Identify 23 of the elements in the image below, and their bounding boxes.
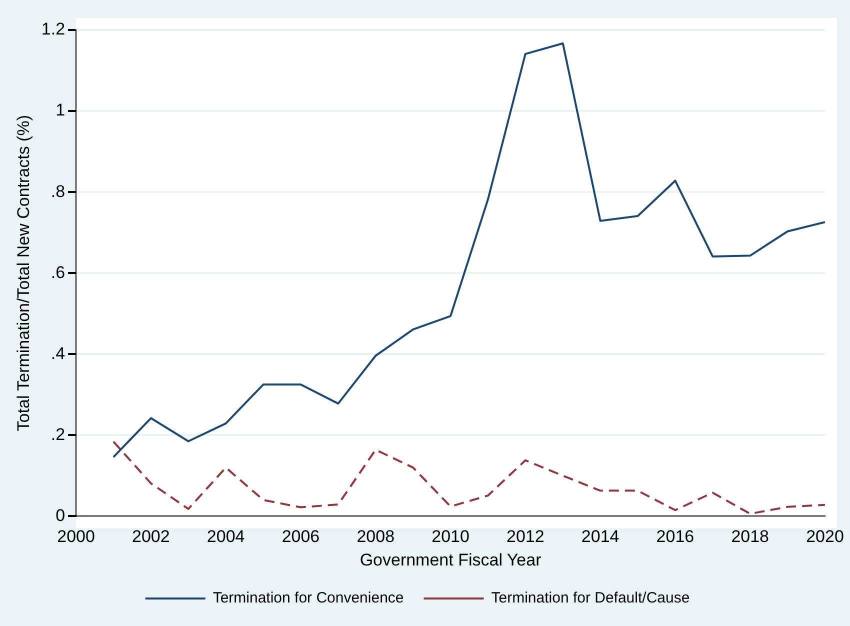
x-tick-label: 2008 <box>356 527 395 546</box>
y-tick-label: 1 <box>56 100 66 120</box>
x-tick-label: 2016 <box>656 527 694 546</box>
y-tick-label: .4 <box>50 344 66 363</box>
x-tick-label: 2006 <box>282 527 320 546</box>
y-tick-label: 0 <box>56 506 66 525</box>
legend-label: Termination for Convenience <box>212 590 404 607</box>
x-tick-label: 2002 <box>132 527 170 546</box>
y-tick-label: .2 <box>50 424 66 444</box>
x-tick-label: 2004 <box>206 527 245 546</box>
y-tick-label: .6 <box>50 262 66 282</box>
x-tick-label: 2018 <box>731 527 770 546</box>
x-tick-label: 2014 <box>581 527 620 546</box>
x-tick-label: 2010 <box>432 527 470 546</box>
legend-label: Termination for Default/Cause <box>491 590 690 607</box>
x-axis-title: Government Fiscal Year <box>360 550 542 570</box>
line-series <box>112 440 825 515</box>
y-tick-label: .8 <box>50 182 66 201</box>
y-axis-title: Total Termination/Total New Contracts (%) <box>14 115 33 432</box>
x-tick-label: 2000 <box>57 527 95 546</box>
x-tick-label: 2020 <box>806 527 844 546</box>
x-tick-label: 2012 <box>506 527 544 546</box>
y-tick-label: 1.2 <box>41 20 66 39</box>
